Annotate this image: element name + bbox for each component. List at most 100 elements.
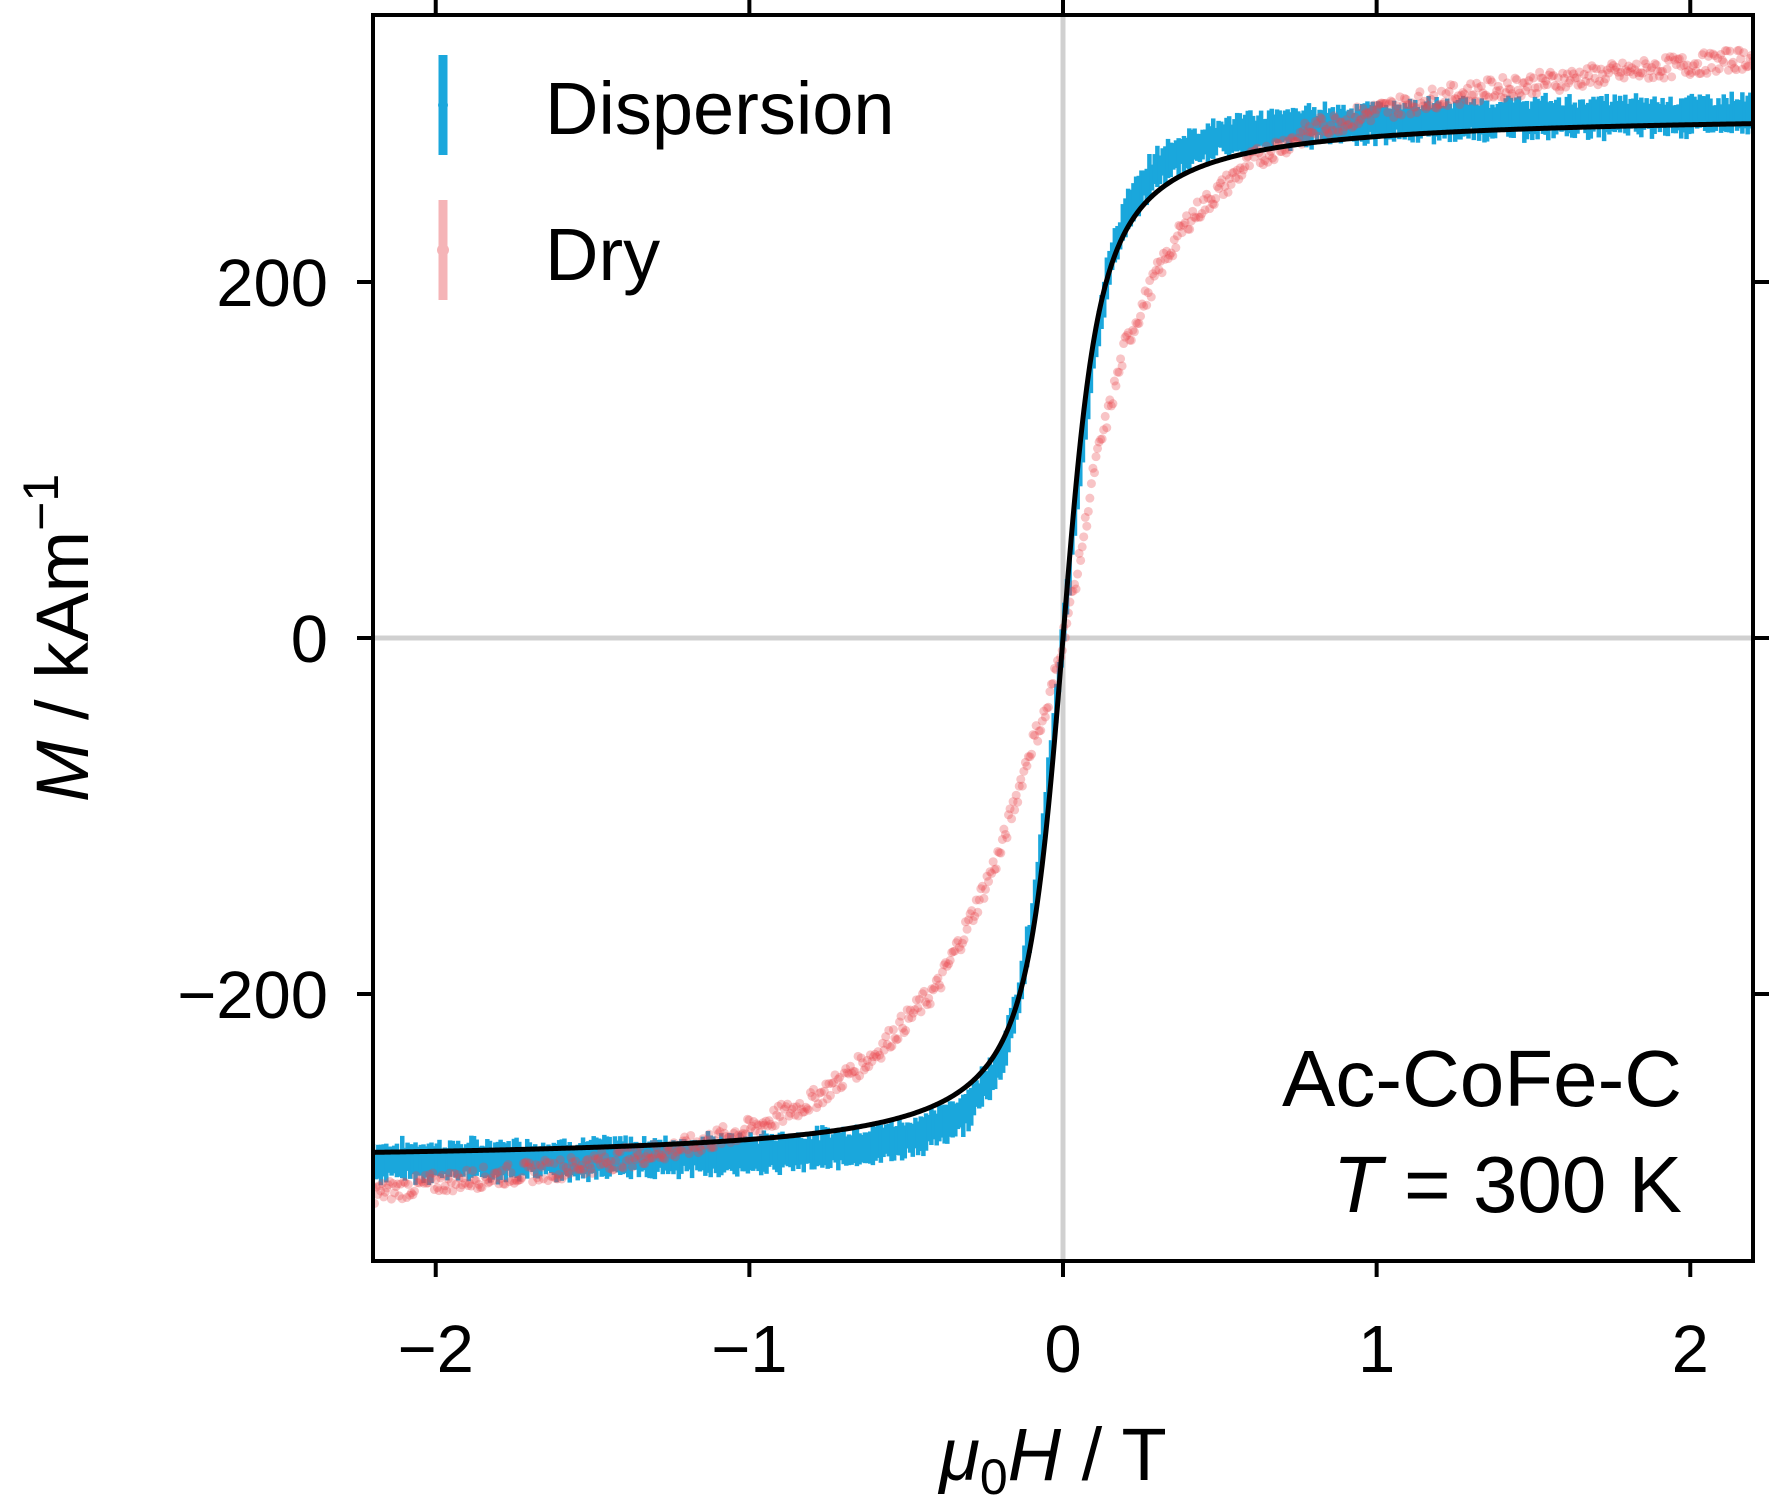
dry-point [1357, 114, 1367, 124]
dry-point [951, 938, 961, 948]
dry-point [492, 1167, 502, 1177]
dry-point [729, 1128, 739, 1138]
dry-point [713, 1129, 723, 1139]
dry-point [1740, 60, 1750, 70]
dry-point [743, 1114, 753, 1124]
dry-point [1516, 91, 1526, 101]
dry-point [984, 877, 994, 887]
dry-point [838, 1081, 848, 1091]
dry-point [459, 1173, 469, 1183]
dry-point [1240, 162, 1250, 172]
dry-point [1694, 69, 1704, 79]
dry-point [1588, 63, 1598, 73]
dry-point [738, 1128, 748, 1138]
dry-point [1258, 160, 1268, 170]
dry-point [1165, 250, 1175, 260]
dry-point [598, 1159, 608, 1169]
dry-point [934, 980, 944, 990]
dry-point [696, 1145, 706, 1155]
dry-point [1027, 749, 1037, 759]
dry-point [769, 1105, 779, 1115]
dry-point [1225, 174, 1235, 184]
dry-point [1330, 114, 1340, 124]
dry-point [400, 1178, 410, 1188]
dry-point [1418, 101, 1428, 111]
dry-point [1017, 781, 1027, 791]
dry-point [885, 1042, 895, 1052]
dry-point [1395, 92, 1405, 102]
dry-point [1338, 126, 1348, 136]
dry-point [1295, 127, 1305, 137]
dry-point [1614, 71, 1624, 81]
dry-point [813, 1099, 823, 1109]
dry-point [876, 1053, 886, 1063]
dry-point [379, 1192, 389, 1202]
dry-point [1499, 93, 1509, 103]
dry-point [591, 1154, 601, 1164]
dry-point [1375, 99, 1385, 109]
dry-point [497, 1166, 507, 1176]
dry-point [627, 1162, 637, 1172]
dry-point [1364, 107, 1374, 117]
dry-point [1733, 46, 1743, 56]
dry-point [792, 1102, 802, 1112]
dry-point [1412, 108, 1422, 118]
dry-point [1602, 65, 1612, 75]
dry-point [1353, 119, 1363, 129]
dry-point [896, 1011, 906, 1021]
dry-point [1337, 117, 1347, 127]
dry-point [856, 1053, 866, 1063]
dry-point [1045, 687, 1055, 697]
dry-point [1673, 54, 1683, 64]
dry-point [1070, 579, 1080, 589]
dry-point [911, 995, 921, 1005]
dry-point [1386, 96, 1396, 106]
dry-point [629, 1153, 639, 1163]
dry-point [1439, 97, 1449, 107]
dry-point [1025, 752, 1035, 762]
dry-point [1438, 99, 1448, 109]
dry-point [704, 1129, 714, 1139]
dry-point [621, 1156, 631, 1166]
dry-point [1568, 69, 1578, 79]
dry-point [1728, 57, 1738, 67]
dry-point [1668, 52, 1678, 62]
dry-point [380, 1187, 390, 1197]
dry-point [1000, 829, 1010, 839]
dry-point [1155, 256, 1165, 266]
dry-point [931, 975, 941, 985]
dry-point [552, 1174, 562, 1184]
legend-marker-dispersion [438, 55, 448, 155]
dry-point [1145, 276, 1155, 286]
dry-point [1720, 46, 1730, 56]
dry-point [1522, 82, 1532, 92]
dry-point [1641, 59, 1651, 69]
dry-point [1042, 703, 1052, 713]
dry-point [1320, 127, 1330, 137]
dry-point [1450, 93, 1460, 103]
dry-point [560, 1170, 570, 1180]
dry-point [822, 1094, 832, 1104]
dry-point [1033, 736, 1043, 746]
dry-point [420, 1170, 430, 1180]
dry-point [1677, 53, 1687, 63]
dry-point [809, 1084, 819, 1094]
dry-point [815, 1088, 825, 1098]
dry-point [1478, 88, 1488, 98]
dry-point [1231, 173, 1241, 183]
x-tick-label: −2 [398, 1312, 474, 1387]
dry-point [528, 1177, 538, 1187]
dry-point [1573, 80, 1583, 90]
dry-point [1702, 68, 1712, 78]
dry-point [525, 1158, 535, 1168]
dry-point [1630, 65, 1640, 75]
dry-point [1396, 110, 1406, 120]
dry-point [1538, 73, 1548, 83]
dry-point [1409, 102, 1419, 112]
dry-point [1547, 71, 1557, 81]
dry-point [1301, 132, 1311, 142]
dry-point [1114, 367, 1124, 377]
dry-point [1202, 189, 1212, 199]
dry-point [1194, 212, 1204, 222]
dry-point [1555, 85, 1565, 95]
